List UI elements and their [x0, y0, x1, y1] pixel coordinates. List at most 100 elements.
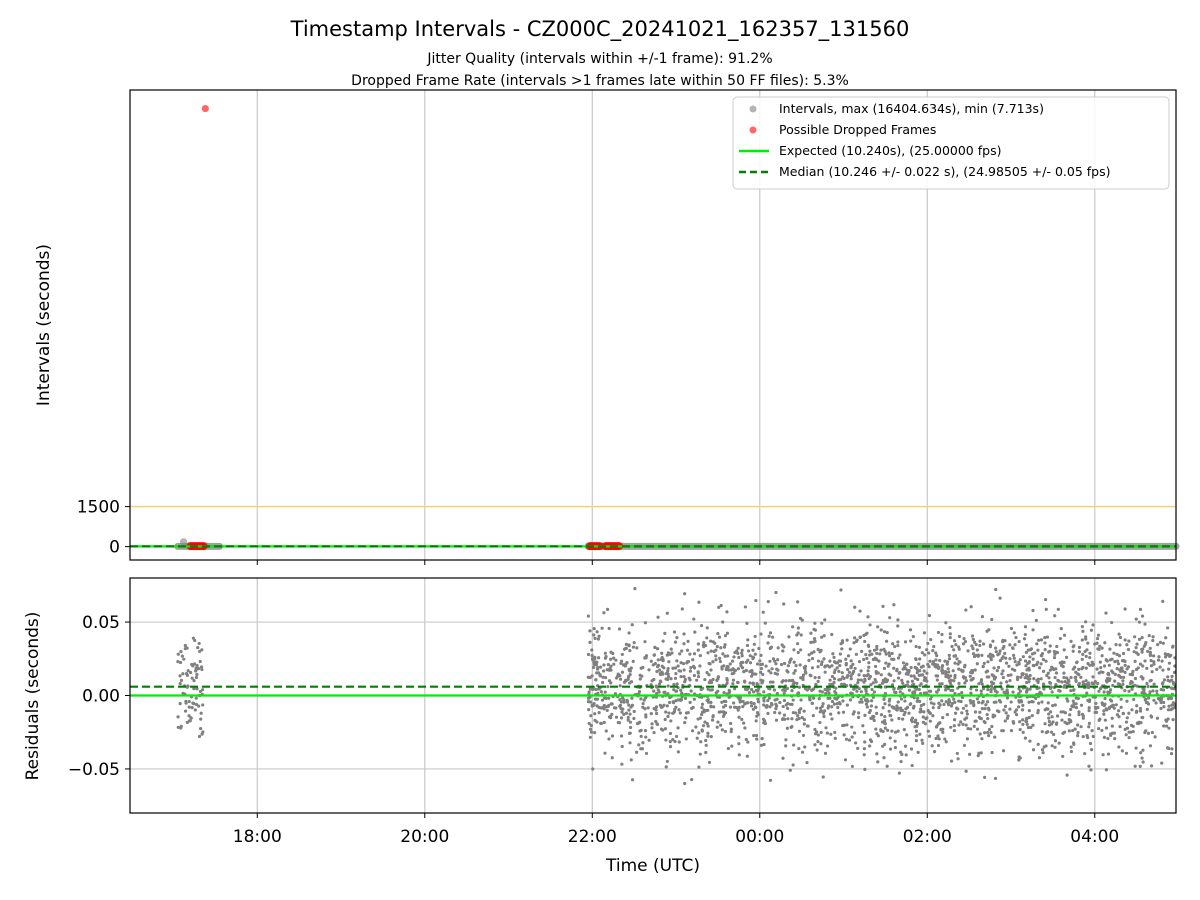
residual-point	[200, 648, 204, 652]
residual-point	[1148, 653, 1153, 658]
residual-point	[721, 710, 725, 714]
residual-point	[842, 723, 846, 727]
residual-point	[1141, 664, 1145, 668]
legend-dropped-marker	[749, 126, 757, 134]
residual-point	[759, 678, 763, 682]
residual-point	[654, 711, 659, 716]
residual-point	[760, 737, 764, 741]
residual-point	[674, 689, 678, 693]
residual-point	[887, 651, 891, 655]
residual-point	[715, 725, 719, 729]
residual-point	[879, 729, 883, 733]
residual-point	[774, 707, 778, 711]
residual-point	[703, 677, 707, 682]
residual-point	[1127, 735, 1131, 740]
residual-point	[1039, 638, 1043, 642]
residual-point	[729, 668, 733, 672]
residual-point	[176, 660, 180, 664]
residual-point	[917, 645, 921, 649]
residual-point	[896, 700, 900, 704]
residual-point	[610, 712, 614, 716]
residual-point	[833, 736, 837, 740]
residual-point	[185, 685, 189, 689]
residual-point	[1013, 659, 1017, 664]
residual-point	[948, 625, 952, 630]
residual-point	[663, 631, 667, 635]
residual-point	[809, 631, 813, 635]
residual-point	[620, 710, 624, 714]
residual-point	[1029, 725, 1033, 730]
residual-point	[1029, 647, 1034, 651]
residual-point	[1088, 663, 1092, 667]
residual-point	[883, 721, 887, 726]
residual-point	[918, 732, 922, 736]
residual-point	[176, 715, 180, 719]
residual-point	[1143, 659, 1147, 663]
residual-point	[689, 689, 693, 693]
residual-point	[1084, 654, 1088, 658]
residual-point	[1126, 647, 1131, 652]
residual-point	[672, 630, 677, 634]
residual-point	[197, 641, 201, 646]
residual-point	[849, 677, 853, 681]
residual-point	[1008, 678, 1012, 683]
residual-point	[1091, 623, 1095, 627]
residual-point	[887, 662, 891, 666]
residual-point	[607, 703, 611, 707]
residual-point	[801, 675, 805, 679]
residual-point	[763, 621, 767, 625]
residual-point	[1037, 756, 1042, 760]
residual-point	[949, 725, 953, 729]
residual-point	[1046, 701, 1050, 705]
residual-point	[923, 676, 927, 680]
residual-point	[650, 679, 654, 683]
residual-point	[679, 688, 683, 692]
residual-point	[1139, 751, 1143, 755]
residual-point	[1130, 680, 1134, 685]
residual-point	[956, 707, 960, 711]
residual-point	[602, 611, 606, 615]
residual-point	[824, 726, 828, 730]
residual-point	[784, 738, 788, 742]
residual-point	[1057, 741, 1061, 745]
residual-point	[1104, 768, 1109, 772]
residual-point	[594, 678, 598, 682]
residual-point	[1105, 708, 1109, 712]
residual-point	[1153, 735, 1157, 739]
residual-point	[990, 750, 994, 755]
residual-point	[899, 697, 904, 701]
residual-point	[931, 659, 935, 664]
residual-point	[1053, 675, 1057, 680]
residual-point	[1044, 607, 1048, 611]
residual-point	[1150, 730, 1154, 735]
residual-point	[921, 741, 925, 745]
residual-point	[678, 711, 682, 715]
residual-point	[957, 681, 961, 685]
residual-point	[941, 663, 945, 668]
residual-point	[768, 705, 772, 709]
residual-point	[882, 697, 886, 701]
residual-point	[919, 707, 923, 711]
residual-point	[1068, 713, 1072, 717]
residual-point	[1087, 764, 1091, 768]
residual-point	[595, 704, 599, 708]
residual-point	[693, 630, 697, 634]
residual-point	[778, 711, 782, 715]
residual-point	[1106, 676, 1110, 681]
residual-point	[1045, 673, 1049, 678]
residual-point	[978, 716, 983, 721]
residual-point	[995, 669, 999, 673]
residual-point	[639, 666, 643, 670]
residual-point	[921, 715, 925, 719]
residual-point	[700, 702, 705, 706]
residual-point	[862, 730, 867, 734]
residual-point	[782, 713, 787, 717]
residual-point	[949, 704, 954, 708]
residual-point	[986, 716, 990, 721]
residual-point	[1013, 668, 1017, 672]
residual-point	[832, 680, 836, 685]
residual-point	[883, 726, 887, 730]
residual-point	[1088, 741, 1093, 746]
